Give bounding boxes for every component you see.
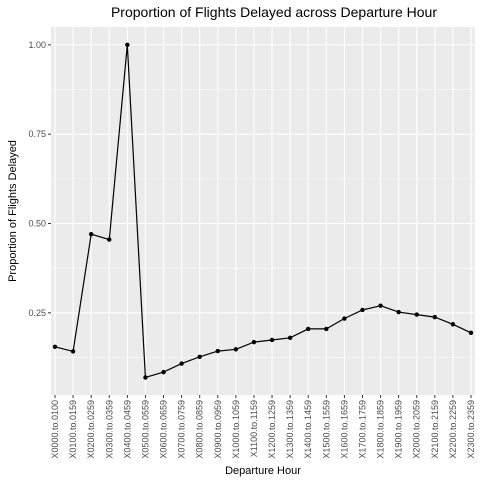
data-point-3 [107,237,112,242]
data-point-23 [468,330,474,336]
data-point-17 [360,307,365,313]
data-point-11 [251,339,257,345]
data-point-19 [396,309,401,315]
x-tick-label: X0700.to.0759 [177,400,187,459]
plot-panel [51,27,475,395]
x-tick-labels: X0000.to.0100 X0100.to.0159 X0200.to.0259 X… [50,400,476,459]
x-axis-title: Departure Hour [225,465,301,477]
data-point-8 [197,354,202,359]
y-tick-labels: 0.25 0.50 0.75 1.00 [28,40,46,318]
x-tick-label: X0200.to.0259 [86,400,96,459]
data-point-14 [306,326,311,332]
data-point-18 [378,303,383,308]
data-point-21 [432,314,438,320]
chart-title: Proportion of Flights Delayed across Dep… [111,4,437,20]
x-tick-label: X1000.to.1059 [231,400,241,459]
y-tick-label: 0.25 [28,308,46,318]
x-tick-label: X0800.to.0859 [195,400,205,459]
series-line [54,44,472,379]
y-tick-label: 0.50 [28,219,46,229]
axis-ticks [48,44,472,398]
data-point-0 [52,344,58,349]
data-point-2 [88,232,94,237]
y-tick-label: 0.75 [28,129,46,139]
x-tick-label: X1600.to.1659 [339,400,349,459]
data-point-9 [215,348,220,354]
data-point-7 [179,361,184,366]
x-tick-label: X1300.to.1359 [285,400,295,459]
series-delay-proportion [52,42,474,380]
data-point-6 [161,369,166,375]
x-tick-label: X1200.to.1259 [267,400,277,459]
x-tick-label: X0900.to.0959 [213,400,223,459]
x-tick-label: X0400.to.0459 [122,400,132,459]
data-point-16 [342,316,347,321]
y-tick-label: 1.00 [28,40,46,50]
data-point-1 [70,349,76,354]
x-tick-label: X0300.to.0359 [104,400,114,459]
data-point-13 [287,335,293,341]
x-tick-label: X0100.to.0159 [68,400,78,459]
x-tick-label: X2100.to.2159 [430,400,440,459]
data-point-15 [324,326,329,332]
gridlines [51,27,475,395]
data-point-20 [414,312,419,317]
x-tick-label: X0500.to.0559 [140,400,150,459]
data-point-22 [450,322,456,327]
x-tick-label: X0000.to.0100 [50,400,60,459]
x-tick-label: X2000.to.2059 [412,400,422,459]
y-axis-title: Proportion of Flights Delayed [7,140,19,282]
x-tick-label: X1100.to.1159 [249,400,259,457]
x-tick-label: X1500.to.1559 [321,400,331,459]
x-tick-label: X1700.to.1759 [357,400,367,459]
x-tick-label: X1800.to.1859 [376,400,386,459]
x-tick-label: X1400.to.1459 [303,400,313,459]
data-point-4 [125,42,130,48]
data-point-10 [233,347,239,352]
x-tick-label: X2200.to.2259 [448,400,458,459]
data-point-5 [143,375,148,380]
x-tick-label: X1900.to.1959 [394,400,404,459]
x-tick-label: X2300.to.2359 [466,400,476,459]
data-point-12 [269,337,275,343]
x-tick-label: X0600.to.0659 [159,400,169,459]
